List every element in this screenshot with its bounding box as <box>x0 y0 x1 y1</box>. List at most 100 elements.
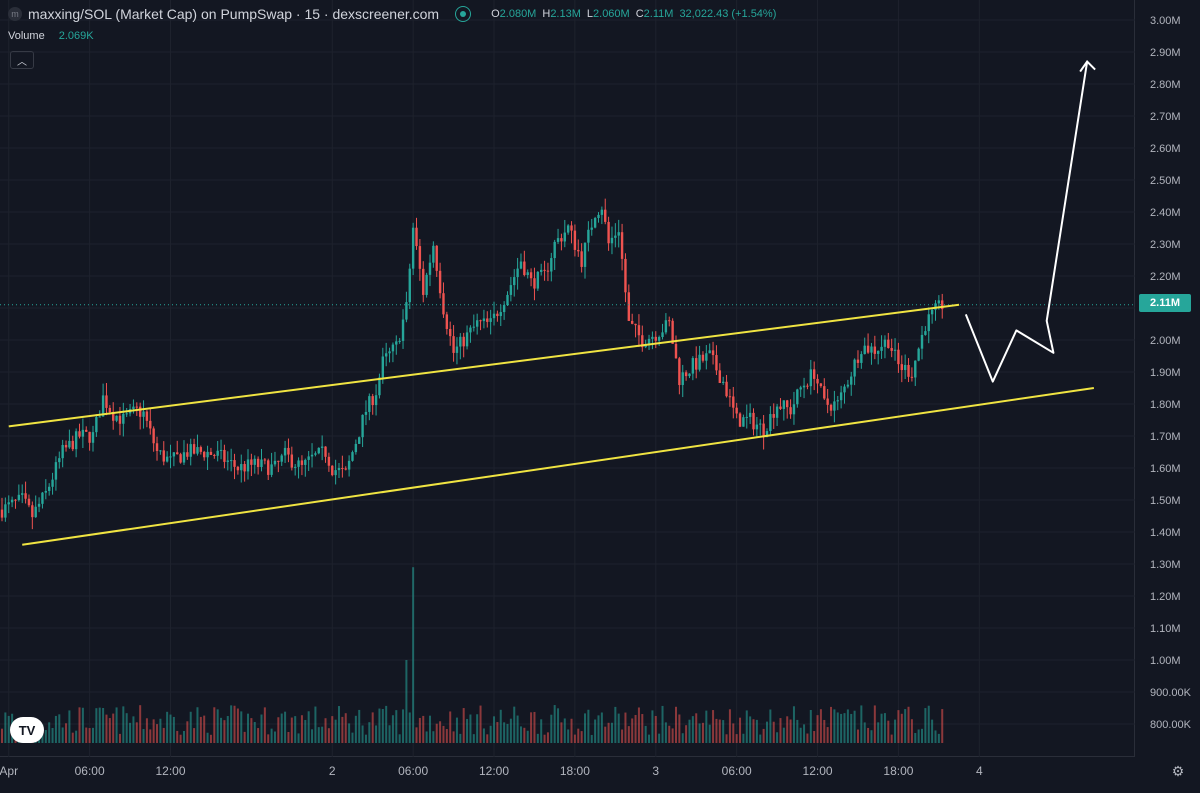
volume-bar <box>88 728 91 743</box>
collapse-legend-button[interactable]: ︿ <box>10 51 34 69</box>
dot-icon[interactable] <box>455 6 472 22</box>
chart-pane[interactable] <box>0 0 1135 757</box>
candle-body <box>307 456 310 460</box>
candle-body <box>486 318 489 322</box>
x-tick-label: 06:00 <box>398 764 428 778</box>
volume-bar <box>631 718 634 743</box>
volume-bar <box>516 715 519 743</box>
candle-body <box>661 332 664 338</box>
candle-body <box>169 456 172 458</box>
volume-bar <box>162 727 165 743</box>
volume-bar <box>897 710 900 743</box>
candle-body <box>536 271 540 289</box>
price-chart[interactable] <box>0 0 1135 757</box>
candle-body <box>159 450 162 452</box>
volume-bar <box>587 709 590 743</box>
candle-body <box>779 406 782 409</box>
volume-bar <box>651 710 654 743</box>
candle-body <box>344 468 347 470</box>
volume-bar <box>4 712 7 743</box>
candle-body <box>604 209 607 222</box>
volume-bar <box>358 709 361 743</box>
volume-bar <box>836 712 839 743</box>
volume-bar <box>900 713 903 743</box>
candle-body <box>597 214 600 219</box>
candle-body <box>617 232 620 236</box>
volume-bar <box>472 734 475 743</box>
volume-bar <box>145 718 148 743</box>
volume-bar <box>664 722 667 743</box>
volume-bar <box>341 716 344 743</box>
volume-bar <box>432 731 435 743</box>
candle-body <box>88 431 91 443</box>
candle-body <box>4 504 7 518</box>
volume-bar <box>459 733 462 743</box>
volume-bar <box>361 725 364 743</box>
candle-body <box>587 229 590 243</box>
candle-body <box>125 413 128 415</box>
candle-body <box>684 372 688 377</box>
volume-bar <box>452 731 455 743</box>
candle-body <box>68 440 71 448</box>
volume-bar <box>590 734 593 743</box>
x-tick-label: 06:00 <box>722 764 752 778</box>
volume-bar <box>102 707 105 743</box>
candle-body <box>165 456 169 462</box>
volume-bar <box>378 708 381 743</box>
candle-body <box>691 358 695 374</box>
candle-body <box>651 336 654 339</box>
volume-bar <box>560 722 563 743</box>
volume-bar <box>759 734 762 743</box>
candle-body <box>573 230 577 250</box>
volume-bar <box>482 728 485 743</box>
volume-bar <box>172 716 175 743</box>
candle-body <box>829 404 833 411</box>
candle-body <box>765 431 769 437</box>
volume-bar <box>493 716 496 743</box>
candle-body <box>843 386 846 393</box>
y-tick-label: 1.00M <box>1150 655 1181 667</box>
volume-bar <box>132 716 135 743</box>
volume-bar <box>115 707 118 743</box>
volume-bar <box>273 731 276 743</box>
candle-body <box>452 336 455 353</box>
candle-body <box>479 320 482 322</box>
arrowhead-icon <box>1079 60 1096 73</box>
symbol-icon[interactable]: m <box>8 7 22 21</box>
volume-bar <box>658 733 661 743</box>
tradingview-logo[interactable]: TV <box>10 717 44 743</box>
volume-bar <box>71 732 74 743</box>
candle-body <box>445 314 449 329</box>
symbol-title[interactable]: maxxing/SOL (Market Cap) on PumpSwap · 1… <box>28 6 440 22</box>
candle-body <box>371 396 374 406</box>
x-tick-label: 12:00 <box>479 764 509 778</box>
candle-body <box>496 313 499 317</box>
candle-body <box>108 407 112 413</box>
volume-bar <box>910 719 913 743</box>
candle-body <box>472 326 475 328</box>
volume-bar <box>290 717 293 743</box>
candle-body <box>10 499 14 503</box>
candle-body <box>506 294 509 306</box>
volume-label[interactable]: Volume <box>8 30 45 42</box>
candle-body <box>432 245 435 263</box>
candle-body <box>196 447 199 454</box>
volume-value: 2.069K <box>58 30 94 42</box>
volume-bar <box>712 710 715 743</box>
volume-bar <box>445 729 448 743</box>
gear-icon[interactable]: ⚙ <box>1171 762 1185 779</box>
volume-bar <box>762 728 765 743</box>
volume-bar <box>637 707 640 743</box>
volume-bar <box>755 719 758 743</box>
candle-body <box>122 413 125 424</box>
candle-body <box>280 455 283 462</box>
candle-body <box>44 490 48 493</box>
volume-bar <box>354 715 357 743</box>
candle-body <box>590 227 593 230</box>
volume-bar <box>513 706 516 743</box>
volume-bar <box>661 705 664 743</box>
candle-body <box>408 268 411 303</box>
candle-body <box>728 396 732 398</box>
candle-body <box>384 353 388 357</box>
volume-bar <box>284 711 287 743</box>
